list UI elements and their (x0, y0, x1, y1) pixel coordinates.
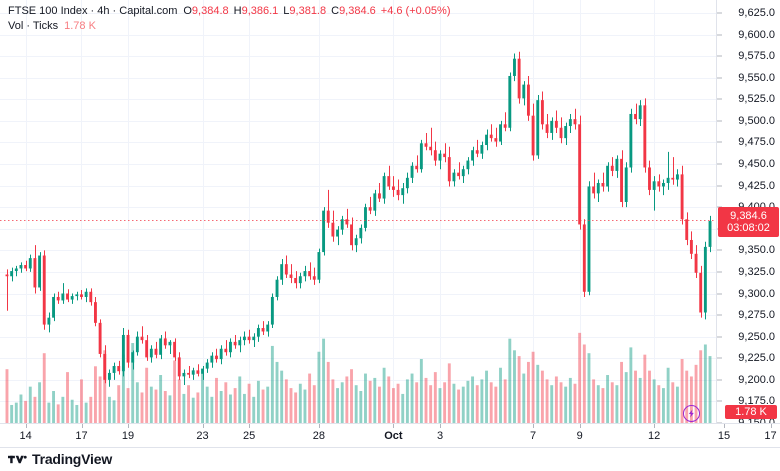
price-tick-label: 9,600.0 (738, 28, 775, 41)
time-tick-label: 17 (75, 430, 88, 442)
price-tick-dash (717, 293, 722, 294)
time-axis[interactable]: 141719232528Oct37912151721 (0, 423, 780, 448)
current-price-value: 9,384.6 (730, 209, 767, 222)
time-tick-label: 25 (242, 430, 256, 442)
price-tick-dash (717, 357, 722, 359)
tradingview-logo-text: TradingView (32, 451, 113, 467)
price-tick-dash (717, 12, 722, 14)
time-tick-label: 3 (436, 430, 444, 442)
volume-value-badge[interactable]: 1.78 K (725, 405, 777, 419)
price-tick-dash (717, 400, 722, 402)
price-tick-dash (717, 336, 722, 338)
price-tick-dash (717, 379, 722, 381)
price-tick-dash (717, 249, 722, 251)
price-tick-label: 9,250.0 (738, 330, 775, 343)
price-tick-dash (717, 163, 722, 165)
price-tick-dash (717, 34, 722, 35)
price-tick-label: 9,450.0 (738, 158, 775, 170)
bottom-bar: TradingView (0, 447, 780, 471)
price-tick-dash (717, 314, 722, 316)
price-tick-label: 9,525.0 (738, 93, 775, 106)
time-tick-label: 19 (121, 430, 135, 442)
time-tick-label: Oct (384, 430, 403, 442)
price-tick-label: 9,500.0 (738, 114, 775, 127)
price-tick-label: 9,175.0 (738, 395, 775, 408)
chart-plot-area[interactable] (0, 0, 717, 423)
price-tick-dash (717, 98, 722, 100)
time-tick-label: 12 (647, 430, 661, 442)
price-tick-dash (717, 77, 722, 79)
time-tick-dash (770, 424, 772, 428)
price-tick-label: 9,550.0 (738, 71, 775, 84)
time-tick-dash (393, 424, 395, 428)
price-tick-dash (717, 55, 722, 57)
price-tick-label: 9,475.0 (738, 136, 775, 149)
current-price-badge[interactable]: 9,384.6 03:08:02 (718, 206, 779, 237)
time-tick-dash (440, 424, 441, 428)
price-tick-label: 9,350.0 (738, 244, 775, 257)
time-tick-label: 9 (576, 430, 583, 442)
price-tick-label: 9,625.0 (738, 6, 775, 19)
price-tick-label: 9,325.0 (738, 265, 775, 278)
time-tick-label: 17 (764, 430, 777, 442)
time-tick-label: 7 (530, 430, 537, 442)
price-tick-dash (717, 120, 722, 122)
price-tick-dash (717, 185, 722, 187)
time-tick-label: 23 (196, 430, 209, 442)
tradingview-logo-icon (8, 455, 27, 463)
time-tick-label: 15 (717, 430, 731, 442)
price-tick-label: 9,200.0 (738, 373, 775, 386)
time-tick-dash (128, 424, 129, 428)
bar-countdown: 03:08:02 (727, 221, 770, 234)
time-tick-label: 14 (19, 430, 32, 442)
tradingview-logo[interactable]: TradingView (8, 451, 112, 467)
time-tick-dash (533, 424, 535, 428)
time-tick-dash (249, 424, 251, 428)
price-tick-label: 9,300.0 (738, 287, 775, 300)
time-tick-dash (81, 424, 83, 428)
price-tick-dash (717, 141, 722, 143)
time-tick-dash (579, 424, 581, 428)
time-tick-dash (654, 424, 656, 428)
price-tick-label: 9,575.0 (738, 50, 775, 63)
countdown-lightning-icon[interactable] (683, 405, 700, 422)
lightning-bolt-icon (688, 409, 694, 418)
price-tick-label: 9,225.0 (738, 352, 775, 365)
time-tick-dash (724, 424, 725, 428)
time-tick-dash (318, 424, 320, 428)
price-tick-dash (717, 271, 722, 273)
time-tick-dash (25, 424, 27, 428)
time-tick-dash (202, 424, 204, 428)
price-tick-label: 9,425.0 (738, 179, 775, 192)
price-axis[interactable]: 9,625.0 9,600.0 9,575.0 9,550.0 9,525.0 9,500… (716, 0, 780, 429)
time-tick-label: 28 (312, 430, 326, 442)
price-tick-label: 9,275.0 (738, 309, 775, 322)
